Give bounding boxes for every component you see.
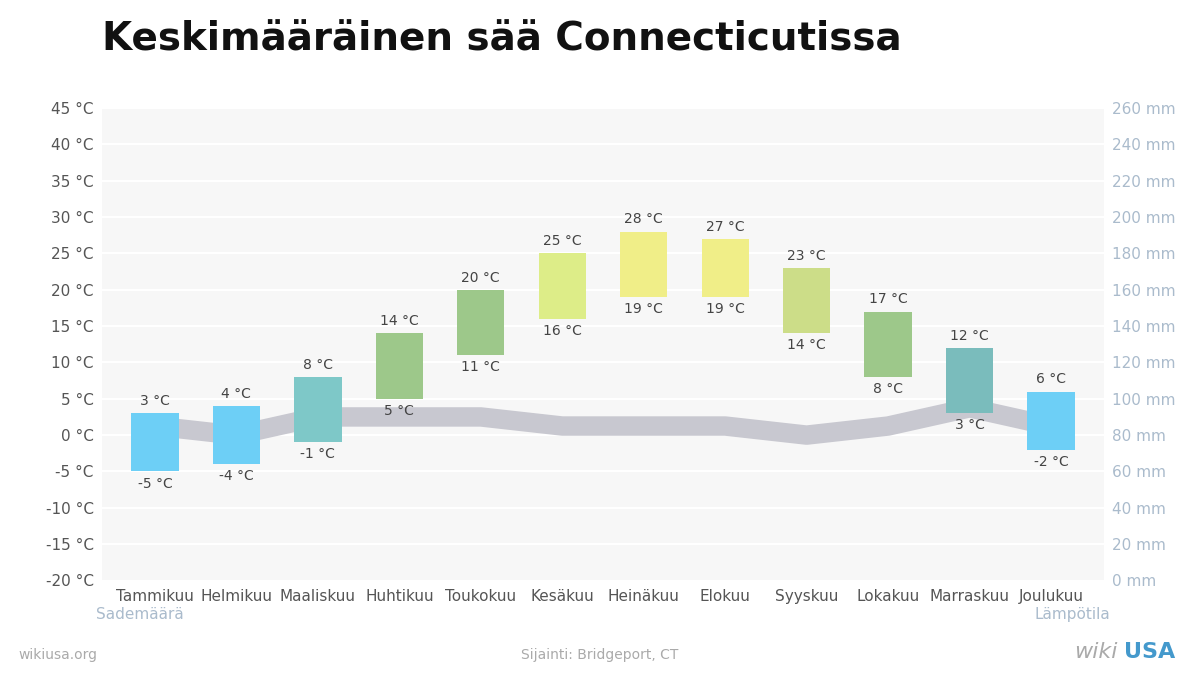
Text: 3 °C: 3 °C <box>955 418 984 433</box>
Bar <box>131 413 179 471</box>
Text: 6 °C: 6 °C <box>1036 373 1066 386</box>
Text: 16 °C: 16 °C <box>542 324 582 338</box>
Text: wiki: wiki <box>1074 641 1117 662</box>
Text: Sijainti: Bridgeport, CT: Sijainti: Bridgeport, CT <box>521 647 679 662</box>
Text: 19 °C: 19 °C <box>706 302 745 316</box>
Text: 8 °C: 8 °C <box>302 358 332 372</box>
Text: Sademäärä: Sademäärä <box>96 607 184 622</box>
Text: Keskimääräinen sää Connecticutissa: Keskimääräinen sää Connecticutissa <box>102 20 901 58</box>
Text: 8 °C: 8 °C <box>874 382 904 396</box>
Text: 19 °C: 19 °C <box>624 302 664 316</box>
Bar <box>376 333 422 399</box>
Text: 14 °C: 14 °C <box>380 315 419 328</box>
Text: 3 °C: 3 °C <box>140 394 170 408</box>
Bar <box>702 239 749 297</box>
Bar <box>457 290 504 355</box>
Text: 5 °C: 5 °C <box>384 404 414 418</box>
Text: 28 °C: 28 °C <box>624 213 664 227</box>
Text: 27 °C: 27 °C <box>706 220 744 234</box>
Bar <box>784 268 830 333</box>
Bar <box>1027 392 1075 450</box>
Text: 25 °C: 25 °C <box>542 234 582 248</box>
Text: 11 °C: 11 °C <box>461 360 500 374</box>
Text: 4 °C: 4 °C <box>222 387 251 401</box>
Text: -4 °C: -4 °C <box>220 469 253 483</box>
Text: 20 °C: 20 °C <box>462 271 500 285</box>
Text: 23 °C: 23 °C <box>787 249 826 263</box>
Text: -2 °C: -2 °C <box>1033 455 1068 468</box>
Bar <box>946 348 994 413</box>
Text: wikiusa.org: wikiusa.org <box>18 647 97 662</box>
Bar <box>212 406 260 464</box>
Text: -1 °C: -1 °C <box>300 448 335 462</box>
Text: 17 °C: 17 °C <box>869 292 907 306</box>
Text: 14 °C: 14 °C <box>787 338 826 352</box>
Text: -5 °C: -5 °C <box>138 477 173 491</box>
Bar <box>864 312 912 377</box>
Text: USA: USA <box>1124 641 1176 662</box>
Text: 12 °C: 12 °C <box>950 329 989 343</box>
Bar <box>539 253 586 319</box>
Text: Lämpötila: Lämpötila <box>1034 607 1110 622</box>
Bar <box>620 232 667 297</box>
Bar <box>294 377 342 442</box>
